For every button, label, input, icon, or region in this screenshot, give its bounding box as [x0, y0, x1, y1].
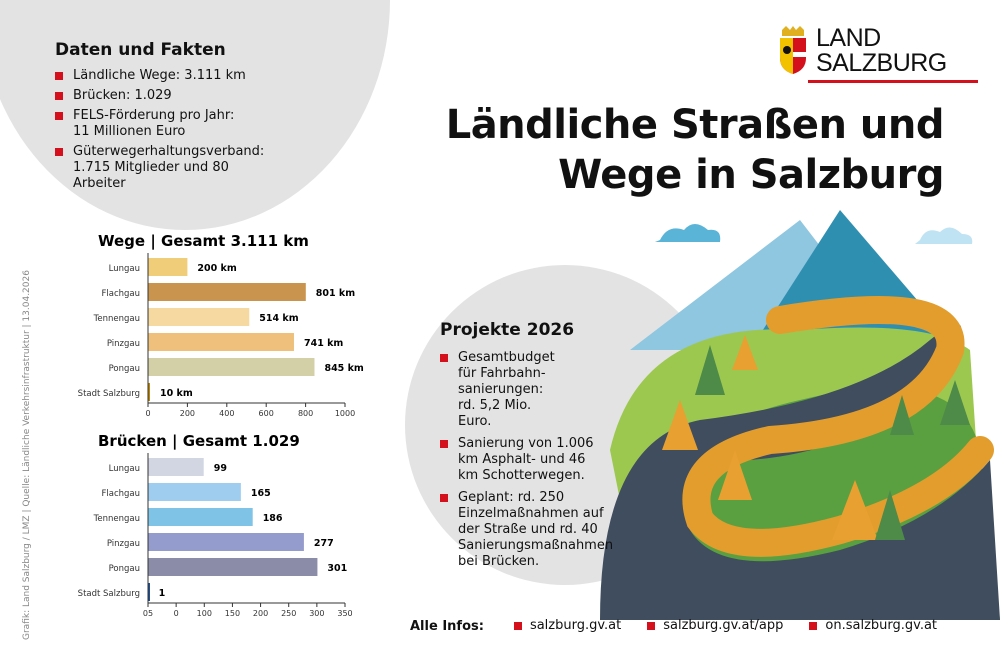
fact-item: Brücken: 1.029 — [55, 88, 285, 104]
chart-title: Wege | Gesamt 3.111 km — [98, 232, 309, 251]
category-label: Pinzgau — [107, 339, 140, 349]
data-label: 741 km — [304, 338, 343, 349]
category-label: Tennengau — [93, 314, 140, 324]
logo-text: LAND — [816, 24, 881, 52]
project-item: Gesamtbudget für Fahrbahn-sanierungen: r… — [440, 350, 560, 430]
tick-label: 200 — [180, 409, 195, 418]
category-label: Stadt Salzburg — [78, 389, 140, 399]
tick-label: 300 — [309, 609, 324, 618]
logo-text: SALZBURG — [816, 49, 947, 77]
tick-label: 350 — [337, 609, 352, 618]
bar — [148, 283, 306, 301]
fact-item: FELS-Förderung pro Jahr: 11 Millionen Eu… — [55, 108, 255, 140]
projects-title: Projekte 2026 — [440, 320, 575, 340]
tree-icon — [695, 345, 970, 540]
tick-label: 150 — [225, 609, 240, 618]
data-label: 200 km — [197, 263, 236, 274]
credit-text: Grafik: Land Salzburg / LMZ | Quelle: Lä… — [22, 270, 32, 640]
tick-label: 200 — [253, 609, 268, 618]
footer-label: Alle Infos: — [410, 618, 484, 634]
tree-icon — [662, 335, 878, 540]
landscape-illustration — [600, 210, 1000, 620]
project-item: Sanierung von 1.006 km Asphalt- und 46 k… — [440, 436, 600, 484]
category-label: Lungau — [109, 464, 140, 474]
cloud-icon — [915, 227, 973, 244]
tick-label: 600 — [259, 409, 274, 418]
category-label: Flachgau — [101, 289, 140, 299]
data-label: 301 — [327, 563, 347, 574]
tick-label: 0 — [145, 409, 150, 418]
footer-link[interactable]: on.salzburg.gv.at — [809, 618, 937, 634]
data-label: 801 km — [316, 288, 355, 299]
data-label: 186 — [263, 513, 283, 524]
facts-title: Daten und Fakten — [55, 40, 226, 60]
projects-panel: Projekte 2026 Gesamtbudget für Fahrbahn-… — [440, 320, 630, 576]
tick-label: 100 — [197, 609, 212, 618]
logo-underline — [808, 80, 978, 83]
bar — [148, 558, 318, 576]
page-title: Ländliche Straßen und Wege in Salzburg — [445, 100, 945, 200]
category-label: Pinzgau — [107, 539, 140, 549]
tick-label: 1000 — [335, 409, 355, 418]
data-label: 277 — [314, 538, 334, 549]
category-label: Stadt Salzburg — [78, 589, 140, 599]
bar — [148, 533, 304, 551]
chart-title: Brücken | Gesamt 1.029 — [98, 432, 300, 451]
data-label: 10 km — [160, 388, 193, 399]
category-label: Tennengau — [93, 514, 140, 524]
bar — [148, 458, 204, 476]
category-label: Lungau — [109, 264, 140, 274]
bar — [148, 258, 188, 276]
data-label: 514 km — [259, 313, 298, 324]
cloud-icon — [655, 224, 721, 242]
bar — [148, 508, 253, 526]
bar — [148, 308, 250, 326]
tick-label: 250 — [281, 609, 296, 618]
bar — [148, 333, 294, 351]
category-label: Pongau — [109, 364, 140, 374]
fact-item: Güterwegerhaltungsverband: 1.715 Mitglie… — [55, 144, 285, 192]
land-salzburg-logo: LAND SALZBURG — [778, 26, 978, 83]
category-label: Pongau — [109, 564, 140, 574]
title-line: Wege in Salzburg — [558, 152, 944, 198]
charts: Wege | Gesamt 3.111 km Lungau 200 km Flachg… — [78, 232, 364, 618]
bar — [148, 383, 150, 401]
footer-link[interactable]: salzburg.gv.at/app — [647, 618, 783, 634]
tick-label: 0 — [174, 609, 179, 618]
bar — [148, 358, 315, 376]
facts-panel: Daten und Fakten Ländliche Wege: 3.111 k… — [55, 40, 285, 196]
footer: Alle Infos: salzburg.gv.at salzburg.gv.a… — [410, 618, 963, 634]
tick-label: 05 — [143, 609, 153, 618]
bar — [148, 583, 150, 601]
bar — [148, 483, 241, 501]
title-line: Ländliche Straßen und — [445, 102, 945, 148]
category-label: Flachgau — [101, 489, 140, 499]
data-label: 845 km — [324, 363, 363, 374]
fact-item: Ländliche Wege: 3.111 km — [55, 68, 285, 84]
data-label: 1 — [159, 588, 166, 599]
project-item: Geplant: rd. 250 Einzelmaßnahmen auf der… — [440, 490, 615, 570]
coat-of-arms-icon — [780, 26, 806, 74]
data-label: 165 — [251, 488, 271, 499]
tick-label: 400 — [219, 409, 234, 418]
footer-link[interactable]: salzburg.gv.at — [513, 618, 621, 634]
tick-label: 800 — [298, 409, 313, 418]
data-label: 99 — [214, 463, 227, 474]
